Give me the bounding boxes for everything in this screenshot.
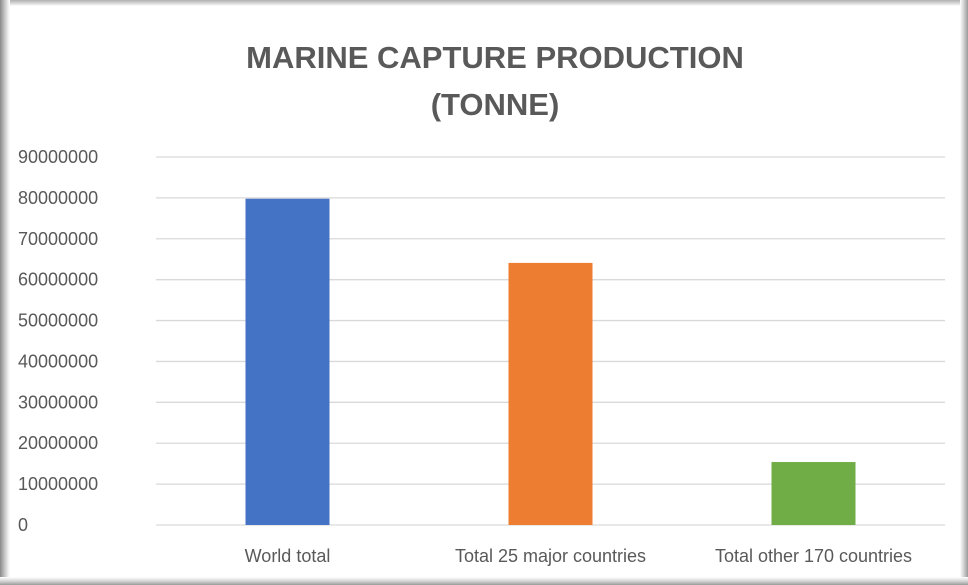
bar-chart: MARINE CAPTURE PRODUCTION (TONNE) 0 10000… (18, 40, 945, 566)
x-tick-label: World total (245, 546, 331, 566)
y-tick-label: 80000000 (18, 188, 98, 208)
frame-shadow-right (960, 0, 968, 585)
y-tick-label: 0 (18, 515, 28, 535)
frame-shadow-left (0, 0, 10, 585)
chart-area: MARINE CAPTURE PRODUCTION (TONNE) 0 10000… (10, 6, 960, 577)
x-tick-label: Total other 170 countries (715, 546, 912, 566)
y-tick-label: 70000000 (18, 229, 98, 249)
x-tick-label: Total 25 major countries (455, 546, 646, 566)
y-tick-label: 60000000 (18, 270, 98, 290)
chart-title: MARINE CAPTURE PRODUCTION (TONNE) (246, 40, 744, 122)
y-tick-label: 90000000 (18, 147, 98, 167)
chart-title-line-1: MARINE CAPTURE PRODUCTION (246, 40, 744, 75)
y-axis-tick-labels: 0 10000000 20000000 30000000 40000000 5000000… (18, 147, 98, 535)
y-tick-label: 10000000 (18, 474, 98, 494)
x-axis-tick-labels: World total Total 25 major countries Total… (245, 546, 912, 566)
bar-2 (508, 262, 593, 525)
chart-title-line-2: (TONNE) (431, 87, 560, 122)
bars (245, 198, 856, 525)
frame-shadow-top (0, 0, 968, 6)
y-tick-label: 20000000 (18, 433, 98, 453)
y-tick-label: 40000000 (18, 351, 98, 371)
bar-3 (771, 462, 856, 525)
y-tick-label: 50000000 (18, 311, 98, 331)
y-tick-label: 30000000 (18, 392, 98, 412)
frame-shadow-bottom (0, 577, 968, 585)
bar-1 (245, 198, 330, 525)
